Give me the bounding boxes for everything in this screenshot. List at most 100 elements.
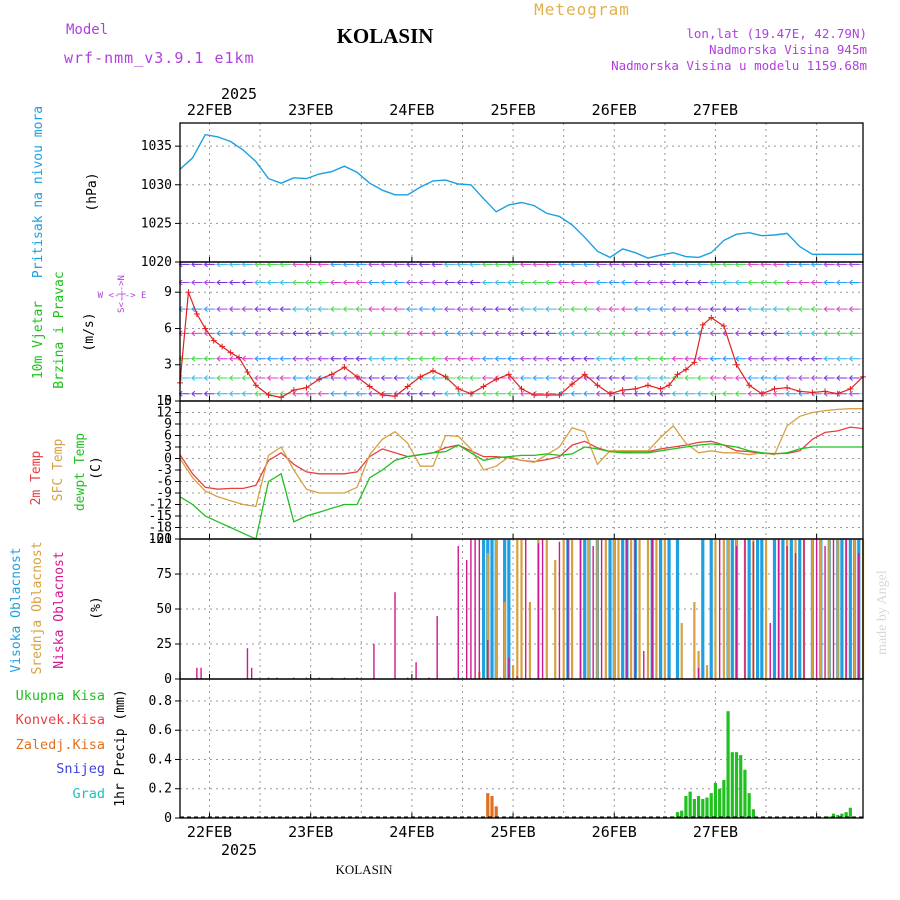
wind-arrow: [406, 375, 417, 381]
wind-arrow: [608, 355, 620, 362]
wind-arrow: [419, 390, 430, 397]
wind-arrow: [558, 355, 569, 362]
wind-arrow: [178, 279, 190, 286]
wind-arrow: [267, 306, 278, 313]
precip-bar: [734, 752, 739, 818]
temperature-ytick-label: 6: [164, 429, 172, 444]
cloud-bar: [794, 553, 797, 679]
pressure-ytick-label: 1025: [141, 216, 172, 231]
cloud-bar: [579, 539, 582, 679]
wind-arrow: [659, 330, 670, 337]
wind-speed-marker: [328, 371, 335, 378]
wind-arrow: [457, 355, 468, 362]
wind-arrow: [520, 355, 531, 362]
wind-arrow: [191, 390, 202, 397]
wind-speed-marker: [244, 368, 251, 375]
cloud-bar: [470, 539, 472, 679]
wind-arrow: [621, 390, 632, 397]
wind-arrow: [267, 355, 278, 362]
wind-arrow: [267, 330, 278, 337]
bottom-day-label: 27FEB: [693, 823, 738, 841]
cloud-bar: [781, 539, 785, 679]
wind-arrow: [444, 306, 455, 313]
cloud-bar: [331, 677, 333, 679]
wind-ylabel: (m/s): [82, 312, 97, 351]
wind-arrow: [520, 306, 531, 313]
temperature-ytick-label: 15: [156, 394, 172, 409]
wind-arrow: [204, 375, 215, 381]
wind-arrow: [254, 306, 266, 313]
top-year-label: 2025: [221, 85, 257, 103]
wind-arrow: [330, 355, 341, 362]
wind-arrow: [216, 375, 228, 381]
precip-bar: [836, 815, 840, 818]
precip-bar: [709, 793, 713, 818]
wind-arrow: [406, 279, 417, 286]
wind-arrow: [659, 279, 670, 286]
cloud-bar: [651, 539, 653, 679]
wind-arrow: [646, 279, 658, 286]
wind-arrow: [343, 279, 354, 286]
wind-arrow: [507, 306, 519, 313]
wind-speed-marker: [493, 376, 500, 383]
wind-speed-marker: [632, 385, 639, 392]
wind-arrow: [457, 306, 468, 313]
cloud-ylabel: (%): [89, 596, 104, 619]
wind-arrow: [849, 390, 860, 397]
temp-side-label-2: SFC Temp: [51, 439, 66, 502]
precip-bar: [743, 769, 747, 818]
cloud-bar: [503, 602, 506, 679]
cloud-bar: [777, 539, 780, 679]
precip-ytick-label: 0: [164, 811, 172, 826]
wind-arrow: [330, 330, 341, 337]
wind-speed-marker: [619, 387, 626, 394]
wind-arrow: [406, 330, 417, 337]
wind-arrow: [634, 390, 645, 397]
cloud-bar: [465, 560, 468, 679]
wind-arrow: [849, 306, 860, 313]
cloud-bar: [541, 539, 544, 679]
wind-arrow: [558, 330, 569, 337]
wind-arrow: [343, 355, 354, 362]
precip-bar: [490, 796, 494, 818]
wind-speed-marker: [699, 321, 706, 328]
cloud-bar: [200, 667, 202, 679]
wind-speed-marker: [674, 371, 681, 378]
wind-arrow: [697, 279, 708, 286]
cloud-bar: [356, 677, 358, 679]
wind-arrow: [836, 306, 847, 313]
wind-arrow: [229, 355, 240, 362]
cloud-bar: [196, 667, 198, 679]
wind-arrow: [381, 375, 392, 381]
wind-speed-marker: [366, 383, 373, 390]
wind-arrow: [722, 261, 734, 268]
cloud-bar: [600, 539, 603, 679]
precip-bar: [840, 813, 844, 818]
wind-arrow: [608, 279, 620, 286]
wind-arrow: [798, 355, 809, 362]
cloud-bar: [508, 658, 510, 679]
wind-arrow: [520, 330, 531, 337]
wind-arrow: [583, 390, 594, 397]
wind-arrow: [482, 355, 493, 362]
wind-arrow: [495, 390, 506, 397]
cloud-bar: [604, 539, 607, 679]
wind-arrow: [836, 375, 847, 381]
wind-arrow: [267, 375, 278, 381]
cloud-bar: [373, 644, 375, 679]
pressure-panel: 1020 1025 1030 1035: [141, 122, 864, 270]
cloud-bar: [609, 677, 611, 679]
wind-arrow: [368, 375, 379, 381]
cloud-bar: [747, 539, 751, 679]
wind-arrow: [330, 306, 341, 313]
wind-arrow: [457, 279, 468, 286]
wind-arrow: [849, 375, 860, 381]
wind-arrow: [760, 279, 772, 286]
wind-arrow: [393, 355, 405, 362]
wind-arrow: [507, 330, 519, 337]
wind-arrow: [583, 279, 594, 286]
wind-arrow: [659, 355, 670, 362]
cloud-bar: [507, 539, 511, 679]
cloud-bar: [811, 539, 814, 679]
wind-arrow: [811, 330, 822, 337]
